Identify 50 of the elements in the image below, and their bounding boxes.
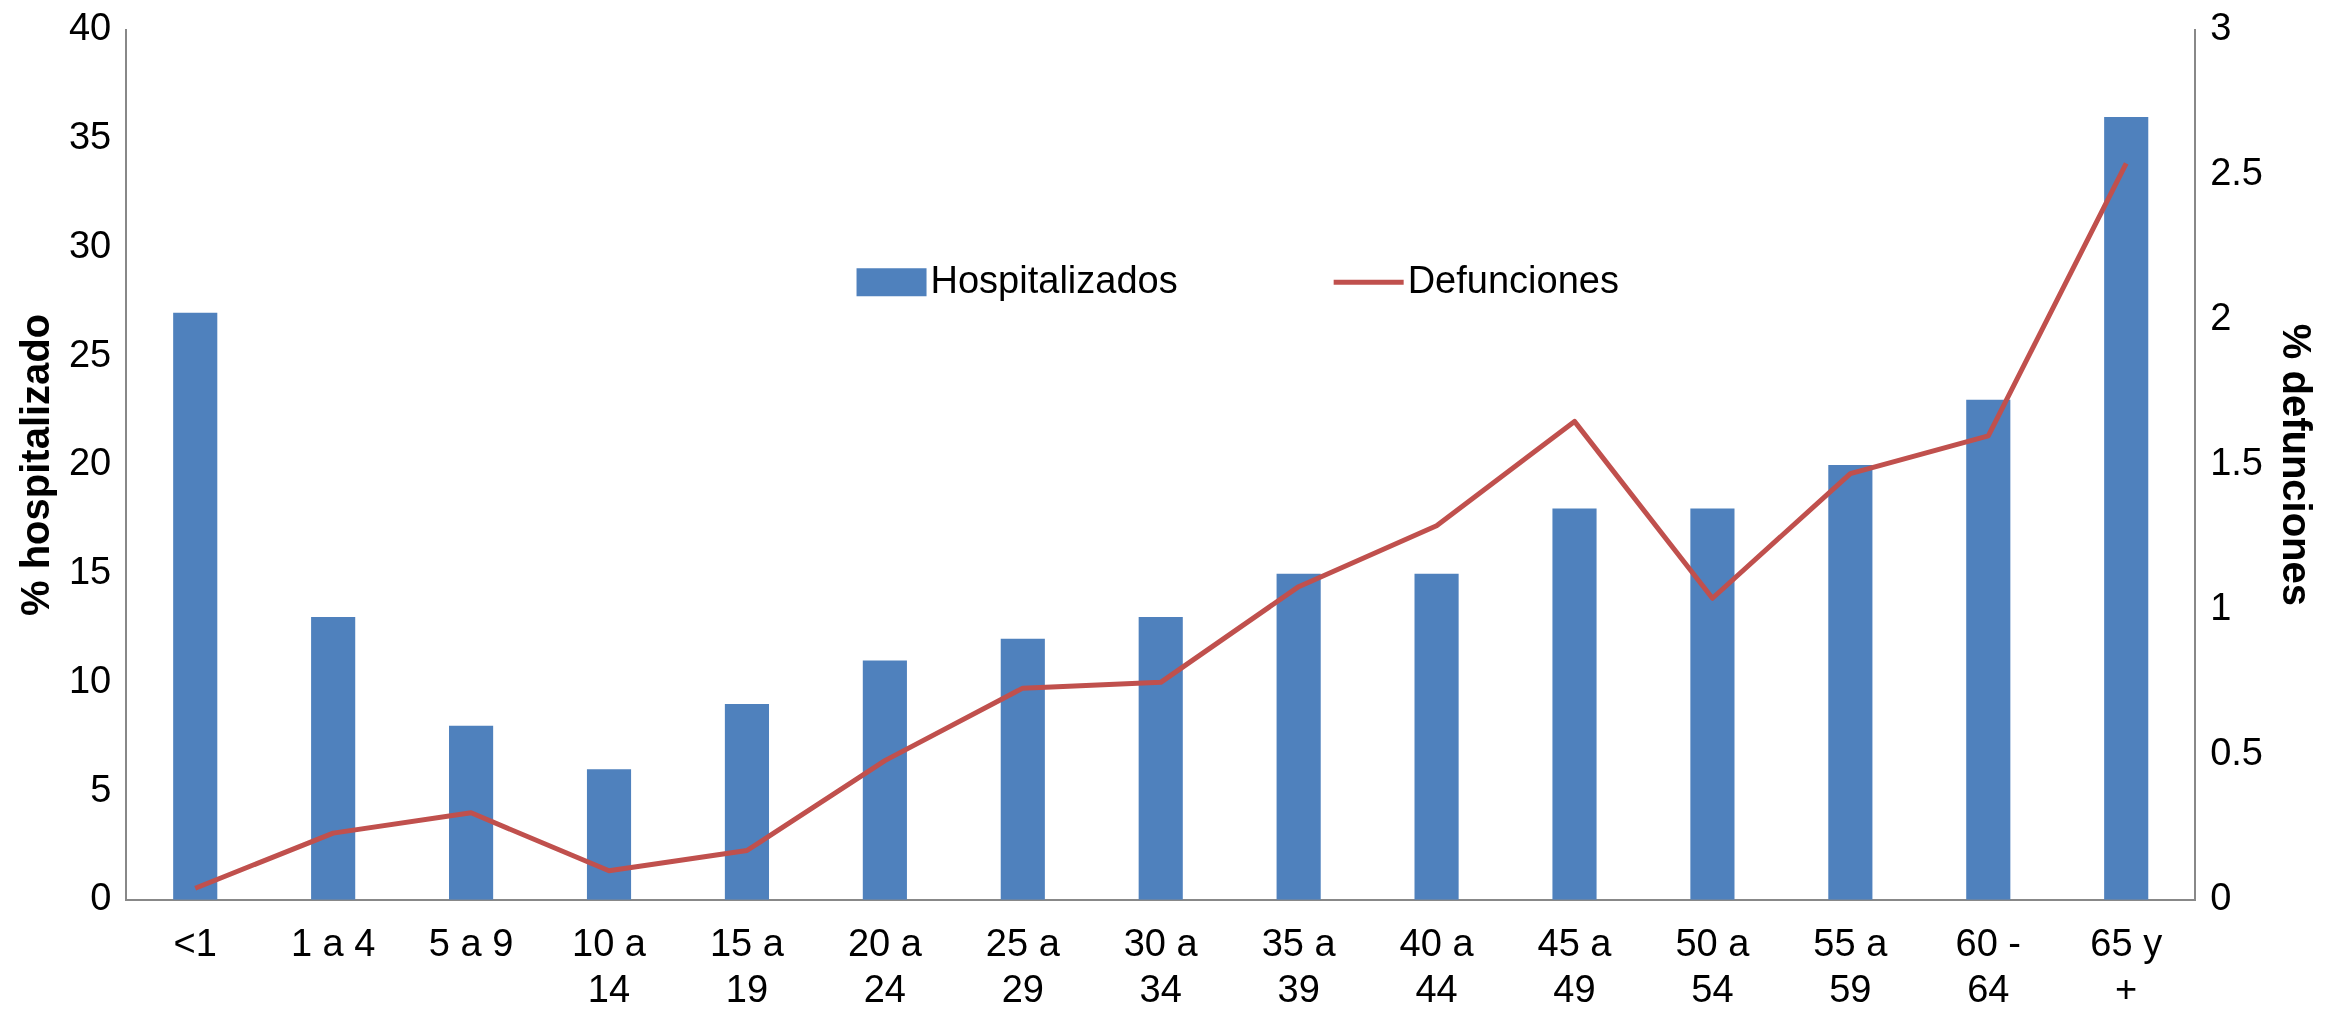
y2-tick-label: 0 [2210, 876, 2232, 919]
y-tick-label: 30 [68, 223, 112, 266]
y-tick-label: 10 [68, 658, 112, 701]
y-axis-title: % hospitalizado [13, 313, 58, 617]
bar [1138, 617, 1183, 900]
legend-label: Hospitalizados [930, 258, 1178, 301]
y-tick-label: 15 [68, 550, 112, 593]
x-tick-label: 45 a 49 [1537, 922, 1613, 1010]
y-tick-label: 35 [68, 115, 112, 158]
y2-tick-label: 0.5 [2210, 731, 2263, 774]
x-tick-label: <1 [173, 922, 217, 965]
y2-tick-label: 2.5 [2210, 151, 2263, 194]
bar [1552, 508, 1597, 900]
bar [1966, 399, 2011, 900]
x-tick-label: 20 a 24 [847, 922, 923, 1010]
legend-label: Defunciones [1407, 258, 1619, 301]
bar [1828, 464, 1873, 900]
bar [2104, 116, 2149, 900]
bar [1276, 573, 1321, 900]
y-tick-label: 20 [68, 441, 112, 484]
x-tick-label: 50 a 54 [1675, 922, 1751, 1010]
x-tick-label: 15 a 19 [709, 922, 785, 1010]
y-tick-label: 25 [68, 332, 112, 375]
bar [311, 617, 356, 900]
y2-axis-title: % defunciones [2274, 323, 2319, 607]
x-tick-label: 35 a 39 [1261, 922, 1337, 1010]
x-tick-label: 30 a 34 [1123, 922, 1199, 1010]
y-tick-label: 0 [90, 876, 112, 919]
bar [862, 660, 907, 900]
x-tick-label: 5 a 9 [428, 922, 514, 965]
x-tick-label: 60 - 64 [1955, 922, 2022, 1010]
bar [1414, 573, 1459, 900]
bar [1000, 638, 1045, 900]
bar [586, 769, 632, 900]
x-tick-label: 10 a 14 [572, 922, 647, 1010]
x-tick-label: 1 a 4 [290, 922, 376, 965]
x-tick-label: 25 a 29 [985, 922, 1061, 1010]
y-tick-label: 5 [90, 767, 112, 810]
x-tick-label: 40 a 44 [1399, 922, 1475, 1010]
y2-tick-label: 3 [2210, 6, 2232, 49]
x-tick-label: 55 a 59 [1813, 922, 1889, 1010]
y-tick-label: 40 [68, 6, 112, 49]
x-tick-label: 65 y + [2090, 922, 2163, 1010]
y2-tick-label: 1 [2210, 586, 2232, 629]
bar [449, 725, 494, 900]
y2-tick-label: 1.5 [2210, 441, 2263, 484]
bar [173, 312, 218, 900]
y2-tick-label: 2 [2210, 296, 2232, 339]
bar [724, 704, 770, 900]
bar [1690, 508, 1735, 900]
